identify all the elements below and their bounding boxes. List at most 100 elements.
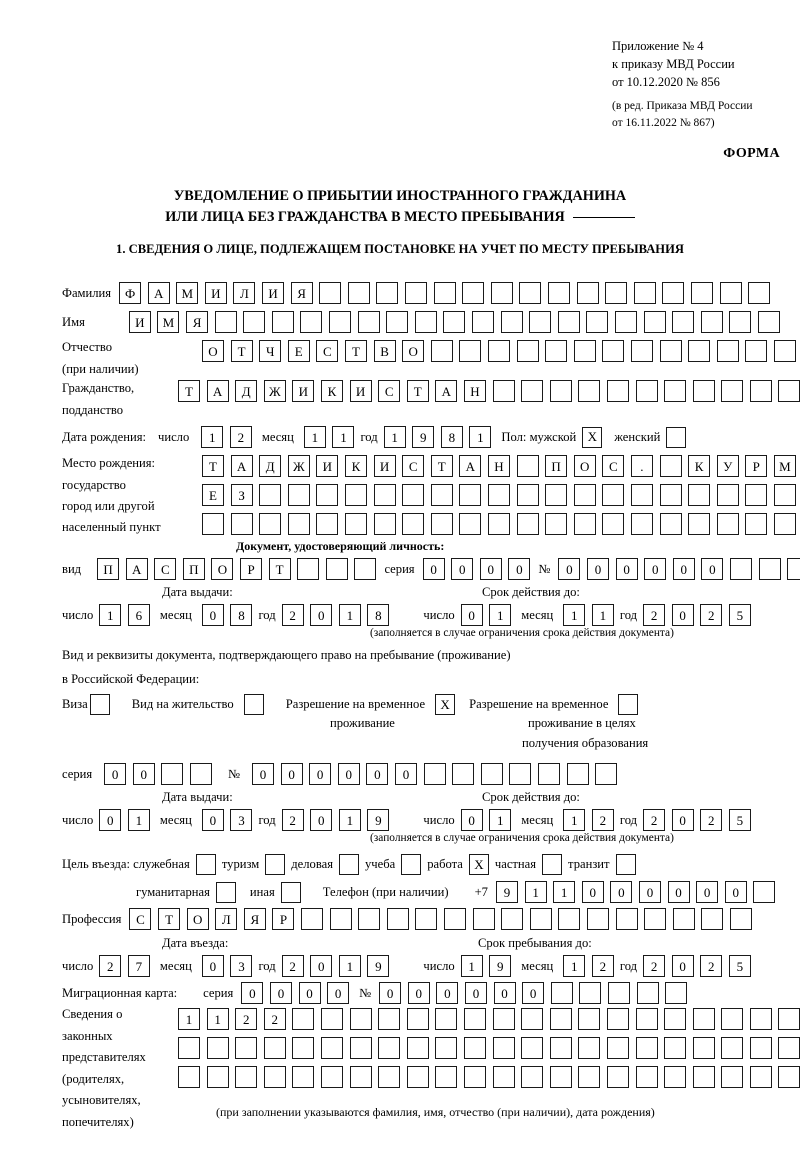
input-cell[interactable] (573, 484, 596, 506)
input-cell[interactable] (349, 1008, 372, 1030)
input-cell[interactable] (729, 908, 752, 930)
input-cell[interactable]: С (129, 908, 152, 930)
input-cell[interactable]: И (373, 455, 396, 477)
input-cell[interactable]: 0 (460, 604, 483, 626)
input-cell[interactable] (664, 1008, 687, 1030)
input-cell[interactable]: К (320, 380, 343, 402)
input-cell[interactable]: Ж (263, 380, 286, 402)
input-cell[interactable] (297, 558, 320, 580)
input-cell[interactable] (500, 311, 523, 333)
input-cell[interactable] (566, 763, 589, 785)
input-cell[interactable] (402, 513, 425, 535)
sex-female-checkbox[interactable] (666, 426, 687, 448)
input-cell[interactable]: Я (290, 282, 313, 304)
input-cell[interactable]: 2 (643, 809, 666, 831)
input-cell[interactable]: 0 (696, 881, 719, 903)
input-cell[interactable]: Т (158, 908, 181, 930)
input-cell[interactable] (452, 763, 475, 785)
input-cell[interactable]: Я (243, 908, 266, 930)
input-cell[interactable]: 0 (99, 809, 122, 831)
input-cell[interactable]: 1 (460, 955, 483, 977)
input-cell[interactable]: С (402, 455, 425, 477)
input-cell[interactable] (206, 1066, 229, 1088)
input-cell[interactable] (243, 311, 266, 333)
input-cell[interactable] (444, 908, 466, 930)
input-cell[interactable]: 9 (489, 955, 512, 977)
input-cell[interactable] (492, 1008, 515, 1030)
input-cell[interactable]: 5 (728, 955, 751, 977)
input-cell[interactable] (672, 311, 695, 333)
input-cell[interactable] (406, 1008, 429, 1030)
input-cell[interactable] (316, 484, 339, 506)
input-cell[interactable]: 1 (338, 604, 361, 626)
input-cell[interactable]: И (349, 380, 372, 402)
input-cell[interactable]: 6 (127, 604, 150, 626)
input-cell[interactable] (745, 513, 768, 535)
input-cell[interactable] (435, 1066, 458, 1088)
input-cell[interactable]: Н (487, 455, 510, 477)
input-cell[interactable] (787, 558, 800, 580)
purpose-tourism-checkbox[interactable] (265, 854, 286, 875)
input-cell[interactable] (206, 1037, 229, 1059)
input-cell[interactable] (729, 311, 752, 333)
input-cell[interactable] (516, 455, 539, 477)
input-cell[interactable] (606, 1037, 629, 1059)
visa-checkbox[interactable] (89, 694, 110, 715)
input-cell[interactable]: М (176, 282, 199, 304)
input-cell[interactable] (573, 513, 596, 535)
input-cell[interactable]: 2 (281, 955, 304, 977)
input-cell[interactable] (549, 1066, 572, 1088)
input-cell[interactable] (373, 484, 396, 506)
input-cell[interactable]: С (316, 340, 339, 362)
input-cell[interactable]: П (545, 455, 568, 477)
input-cell[interactable]: 0 (464, 982, 487, 1004)
input-cell[interactable] (415, 908, 438, 930)
input-cell[interactable] (729, 558, 752, 580)
input-cell[interactable]: Т (430, 455, 453, 477)
input-cell[interactable] (745, 484, 768, 506)
input-cell[interactable] (235, 1037, 258, 1059)
input-cell[interactable] (529, 311, 552, 333)
input-cell[interactable]: 3 (230, 809, 253, 831)
input-cell[interactable]: 0 (337, 763, 360, 785)
input-cell[interactable]: 1 (489, 809, 512, 831)
input-cell[interactable] (423, 763, 446, 785)
sex-male-checkbox[interactable]: X (582, 426, 603, 448)
input-cell[interactable] (316, 513, 339, 535)
input-cell[interactable]: 0 (280, 763, 303, 785)
input-cell[interactable]: И (316, 455, 339, 477)
input-cell[interactable]: Т (230, 340, 253, 362)
input-cell[interactable] (287, 513, 310, 535)
input-cell[interactable]: А (459, 455, 482, 477)
input-cell[interactable] (578, 1066, 601, 1088)
input-cell[interactable] (435, 1008, 458, 1030)
input-cell[interactable]: 1 (524, 881, 547, 903)
input-cell[interactable]: У (716, 455, 739, 477)
input-cell[interactable] (378, 1066, 401, 1088)
input-cell[interactable] (325, 558, 348, 580)
input-cell[interactable] (386, 908, 409, 930)
input-cell[interactable] (178, 1066, 200, 1088)
input-cell[interactable]: 0 (407, 982, 430, 1004)
input-cell[interactable]: Л (215, 908, 238, 930)
purpose-official-checkbox[interactable] (195, 854, 216, 875)
input-cell[interactable] (606, 1066, 629, 1088)
input-cell[interactable]: 0 (581, 881, 604, 903)
input-cell[interactable] (635, 1066, 658, 1088)
input-cell[interactable] (643, 311, 666, 333)
input-cell[interactable]: 0 (667, 881, 690, 903)
